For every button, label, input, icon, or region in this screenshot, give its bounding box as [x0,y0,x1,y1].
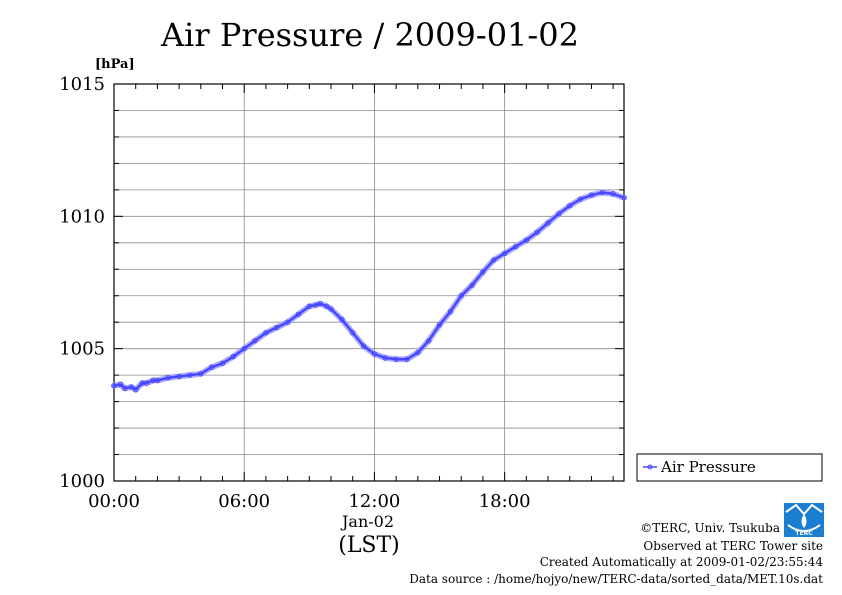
data-point [274,324,280,331]
x-tick-label: 18:00 [479,491,531,512]
data-point [117,381,124,388]
data-point [556,211,562,217]
data-point [480,269,486,275]
data-point [230,353,237,360]
data-point [339,316,345,323]
data-point [198,371,204,377]
data-point [491,257,497,263]
data-point [577,196,584,202]
grid-lines [114,84,624,481]
data-point [295,311,302,317]
y-tick-label: 1010 [59,206,105,227]
data-point [426,338,432,344]
legend-box [636,453,823,482]
legend-swatch [643,464,657,470]
y-tick-label: 1000 [59,471,105,492]
data-point [382,355,388,361]
data-point [252,338,258,344]
series-air-pressure [111,189,627,393]
x-date-label: Jan-02 [340,512,394,531]
data-point [187,372,193,378]
plot-frame [113,83,625,482]
x-tick-labels: 00:00 06:00 12:00 18:00 [88,491,531,512]
footer-observed: Observed at TERC Tower site [643,539,823,553]
data-point [599,189,605,196]
x-tick-label: 12:00 [348,491,400,512]
data-point [469,282,475,288]
data-point [567,203,573,209]
data-point [512,244,519,250]
series-line [112,191,626,391]
data-point [219,360,226,366]
data-point [209,364,215,370]
data-point [241,346,247,352]
data-point [111,383,117,389]
data-point [317,301,323,307]
logo-text: TERC [795,530,813,537]
data-point [122,385,128,392]
x-tick-label: 00:00 [88,491,140,512]
y-axis-unit-label: [hPa] [95,57,135,72]
data-point [404,356,410,362]
x-tick-label: 06:00 [218,491,270,512]
y-tick-label: 1005 [59,339,105,360]
data-point [621,195,627,201]
data-point [610,191,616,197]
data-point [458,293,464,299]
data-point [588,192,595,198]
data-point [306,303,312,309]
x-axis-label: (LST) [338,533,400,558]
data-point [523,237,529,243]
data-point [534,229,540,235]
footer-source: Data source : /home/hojyo/new/TERC-data/… [409,572,823,586]
terc-logo: TERC [784,503,824,537]
data-point [501,250,508,257]
data-point [371,351,378,357]
footer-created: Created Automatically at 2009-01-02/23:5… [540,555,824,569]
data-point [263,330,269,336]
data-point [447,308,454,315]
data-point [360,343,367,349]
data-point [328,306,334,312]
footer-copyright: ©TERC, Univ. Tsukuba [640,521,780,535]
data-point [436,322,443,328]
data-point [324,303,330,309]
data-point [393,356,399,362]
data-point [176,373,182,380]
data-point [350,330,356,336]
data-point [284,319,291,325]
chart-title: Air Pressure / 2009-01-02 [160,16,579,54]
data-point [165,375,171,381]
data-point [133,387,139,393]
y-tick-label: 1015 [59,74,105,95]
data-point [415,349,421,356]
data-point [545,220,551,226]
data-point [154,377,161,384]
tick-marks [113,83,624,482]
y-tick-labels: 1000 1005 1010 1015 [59,74,105,492]
data-point [143,380,150,386]
data-point [128,384,135,390]
legend-label: Air Pressure [660,458,756,476]
